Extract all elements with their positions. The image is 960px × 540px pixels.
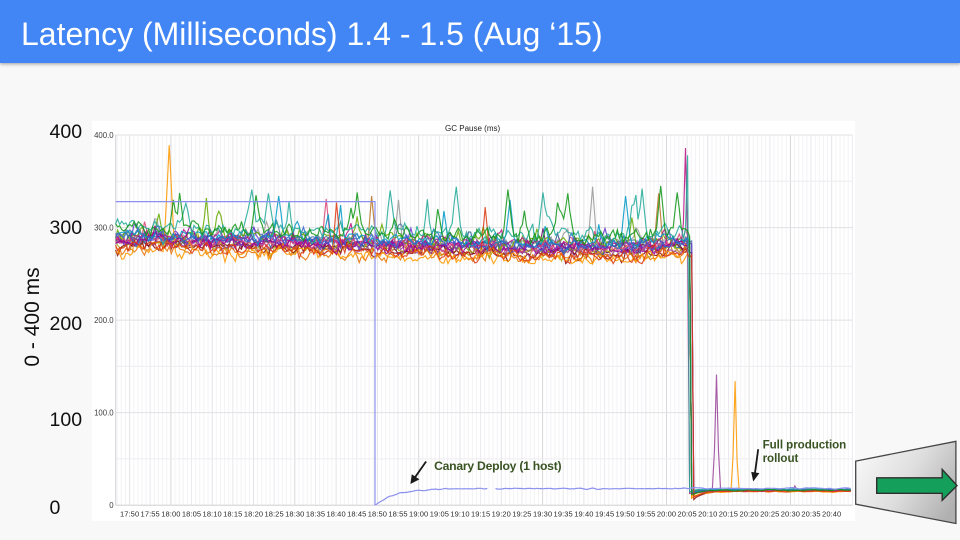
svg-text:Canary Deploy (1 host): Canary Deploy (1 host)	[434, 459, 561, 473]
svg-text:20:40: 20:40	[822, 510, 841, 519]
svg-text:18:45: 18:45	[348, 510, 367, 519]
svg-text:20:25: 20:25	[761, 510, 780, 519]
svg-text:100.0: 100.0	[94, 409, 114, 418]
svg-text:20:10: 20:10	[699, 510, 718, 519]
svg-text:19:55: 19:55	[637, 510, 656, 519]
svg-text:19:35: 19:35	[554, 510, 573, 519]
svg-text:400.0: 400.0	[94, 131, 114, 140]
svg-text:20:30: 20:30	[781, 510, 800, 519]
svg-text:18:25: 18:25	[265, 510, 284, 519]
svg-text:GC Pause (ms): GC Pause (ms)	[445, 124, 500, 133]
svg-text:17:55: 17:55	[141, 510, 160, 519]
svg-text:19:00: 19:00	[409, 510, 428, 519]
svg-text:200.0: 200.0	[94, 316, 114, 325]
svg-text:20:15: 20:15	[719, 510, 738, 519]
svg-text:20:00: 20:00	[657, 510, 676, 519]
svg-text:19:15: 19:15	[471, 510, 490, 519]
svg-text:18:00: 18:00	[162, 510, 181, 519]
svg-text:19:30: 19:30	[533, 510, 552, 519]
svg-text:19:45: 19:45	[595, 510, 614, 519]
svg-text:18:20: 18:20	[244, 510, 263, 519]
svg-text:0: 0	[110, 501, 115, 510]
svg-text:19:50: 19:50	[616, 510, 635, 519]
svg-text:18:30: 18:30	[286, 510, 305, 519]
svg-text:19:10: 19:10	[451, 510, 470, 519]
svg-text:18:40: 18:40	[327, 510, 346, 519]
svg-text:20:20: 20:20	[740, 510, 759, 519]
svg-text:20:35: 20:35	[802, 510, 821, 519]
svg-text:19:25: 19:25	[513, 510, 532, 519]
svg-text:19:40: 19:40	[575, 510, 594, 519]
svg-text:17:50: 17:50	[120, 510, 139, 519]
svg-text:18:05: 18:05	[182, 510, 201, 519]
svg-text:19:05: 19:05	[430, 510, 449, 519]
svg-text:20:05: 20:05	[678, 510, 697, 519]
svg-text:300.0: 300.0	[94, 224, 114, 233]
svg-text:18:55: 18:55	[389, 510, 408, 519]
svg-text:Full production: Full production	[763, 439, 847, 452]
svg-text:18:35: 18:35	[306, 510, 325, 519]
svg-text:rollout: rollout	[763, 452, 799, 465]
svg-text:19:20: 19:20	[492, 510, 511, 519]
svg-text:18:50: 18:50	[368, 510, 387, 519]
svg-text:18:15: 18:15	[224, 510, 243, 519]
svg-text:18:10: 18:10	[203, 510, 222, 519]
